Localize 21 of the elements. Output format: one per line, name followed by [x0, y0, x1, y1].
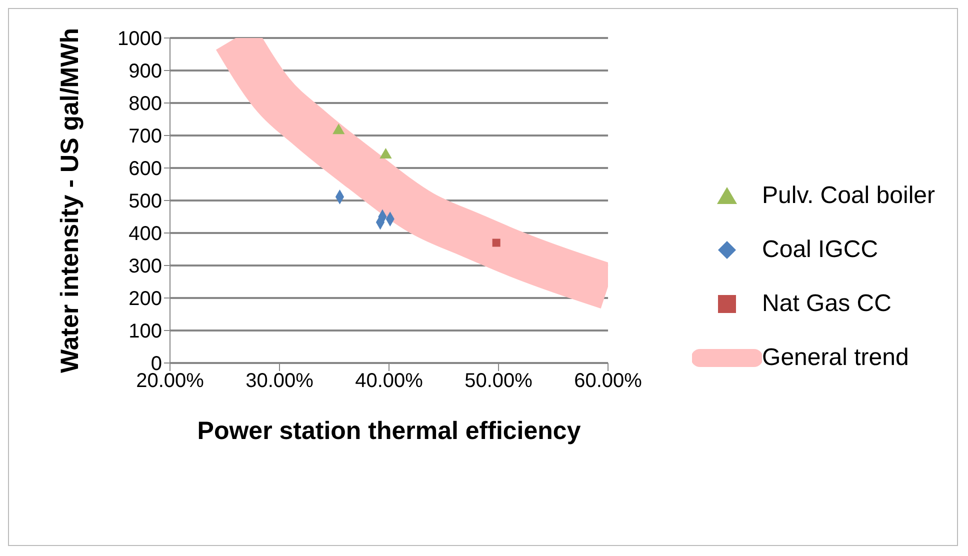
- x-tick-label: 60.00%: [574, 370, 642, 392]
- y-tick-label: 600: [128, 158, 162, 180]
- legend-label: Coal IGCC: [762, 236, 878, 264]
- y-tick-label: 300: [128, 256, 162, 278]
- x-tick-label: 20.00%: [136, 370, 204, 392]
- y-tick-label: 400: [128, 223, 162, 246]
- y-tick-label: 800: [128, 93, 162, 116]
- y-tick-label: 700: [128, 126, 162, 148]
- legend-label: Nat Gas CC: [762, 290, 892, 318]
- y-axis-title: Water intensity - US gal/MWh: [56, 28, 84, 373]
- y-tick-label: 200: [128, 288, 162, 310]
- x-tick-label: 50.00%: [464, 370, 533, 392]
- y-tick-label: 900: [128, 60, 162, 83]
- x-tick-label: 30.00%: [246, 370, 314, 392]
- x-tick-label: 40.00%: [355, 370, 424, 392]
- legend-label: Pulv. Coal boiler: [762, 182, 935, 210]
- y-tick-label: 500: [128, 190, 162, 213]
- x-axis-title: Power station thermal efficiency: [197, 417, 581, 445]
- y-tick-label: 100: [128, 320, 162, 343]
- y-tick-label: 1000: [118, 28, 162, 50]
- legend-label: General trend: [762, 344, 909, 372]
